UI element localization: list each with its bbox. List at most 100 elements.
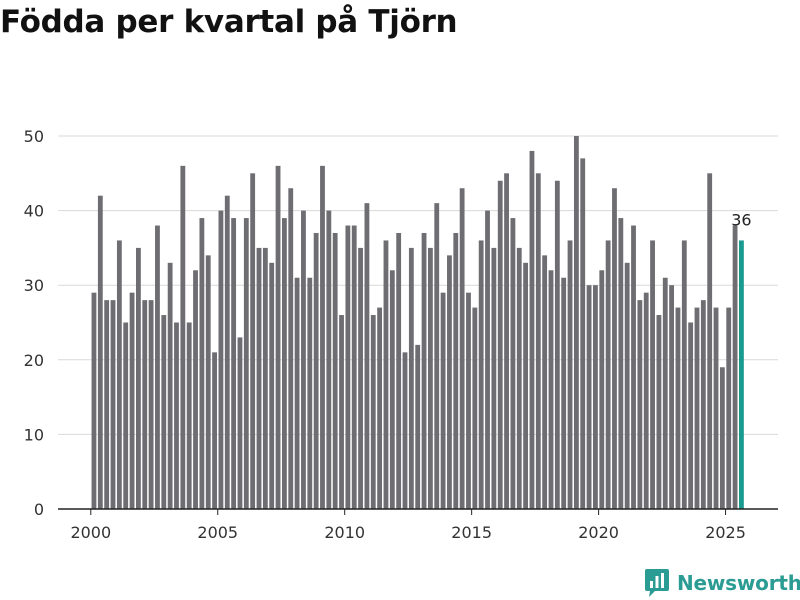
bar bbox=[332, 232, 338, 510]
bar bbox=[281, 218, 287, 509]
data-labels: 36 bbox=[731, 210, 751, 229]
bar bbox=[669, 285, 675, 509]
bar bbox=[497, 180, 503, 509]
bar bbox=[129, 292, 135, 509]
bar bbox=[567, 240, 573, 509]
bar bbox=[116, 240, 122, 509]
bar bbox=[599, 270, 605, 509]
bar bbox=[243, 218, 249, 509]
bar bbox=[199, 218, 205, 509]
bar bbox=[339, 315, 344, 509]
bar bbox=[427, 247, 433, 509]
bar bbox=[205, 255, 211, 509]
bar bbox=[408, 247, 414, 509]
x-tick-label: 2010 bbox=[324, 523, 365, 542]
bar bbox=[510, 218, 516, 509]
bar bbox=[618, 218, 624, 509]
x-tick-label: 2015 bbox=[451, 523, 492, 542]
bar bbox=[301, 210, 306, 509]
bars bbox=[91, 136, 744, 510]
axes: 0 10 20 30 40 50 2000 2005 2010 2015 2020 2025 bbox=[24, 127, 778, 542]
bar bbox=[142, 300, 148, 509]
bar bbox=[180, 165, 186, 509]
bar bbox=[548, 270, 554, 509]
bar bbox=[643, 292, 649, 509]
y-tick-label: 40 bbox=[24, 202, 44, 221]
y-tick-label: 30 bbox=[24, 276, 44, 295]
bar bbox=[593, 285, 598, 509]
bar bbox=[453, 232, 459, 510]
bar bbox=[218, 210, 224, 509]
bar bbox=[307, 277, 313, 509]
bar bbox=[97, 195, 103, 509]
y-tick-label: 0 bbox=[34, 500, 44, 519]
newsworthy-brand: Newsworthy bbox=[645, 569, 800, 597]
bar bbox=[269, 262, 275, 509]
bar bbox=[224, 195, 230, 509]
bar bbox=[447, 255, 452, 509]
bar bbox=[250, 173, 256, 510]
bar bbox=[402, 352, 408, 509]
bar bbox=[554, 180, 560, 509]
bar bbox=[294, 277, 300, 509]
data-label: 36 bbox=[731, 210, 751, 229]
bar bbox=[586, 285, 592, 509]
bar bbox=[110, 300, 116, 509]
bar bbox=[174, 322, 179, 509]
bar bbox=[351, 225, 357, 509]
bar bbox=[523, 262, 529, 509]
bar bbox=[719, 367, 725, 509]
bar bbox=[389, 270, 395, 509]
bar bbox=[681, 240, 687, 509]
bar bbox=[440, 292, 446, 509]
bar bbox=[631, 225, 636, 509]
bar bbox=[275, 165, 281, 509]
bar bbox=[370, 315, 376, 509]
bar bbox=[135, 247, 141, 509]
bar bbox=[656, 315, 662, 509]
bar bbox=[675, 307, 681, 509]
bar bbox=[573, 136, 579, 509]
bar bbox=[580, 158, 586, 509]
bar bbox=[377, 307, 383, 509]
bar bbox=[459, 188, 465, 509]
bar bbox=[256, 247, 262, 509]
bar bbox=[726, 307, 732, 509]
bar bbox=[161, 315, 167, 509]
bar bbox=[231, 218, 237, 509]
bar bbox=[529, 150, 535, 510]
bar bbox=[688, 322, 694, 509]
bar bbox=[345, 225, 351, 509]
bar bbox=[167, 262, 173, 509]
newsworthy-chart-bubble-icon bbox=[645, 569, 669, 597]
bar bbox=[383, 240, 389, 509]
bar bbox=[732, 225, 738, 509]
bar bbox=[650, 240, 655, 509]
bar bbox=[358, 247, 363, 509]
bar bbox=[326, 210, 332, 509]
bar bbox=[542, 255, 548, 509]
bar bbox=[434, 203, 440, 509]
bar bbox=[713, 307, 719, 509]
y-tick-label: 50 bbox=[24, 127, 44, 146]
bar bbox=[637, 300, 643, 509]
bar bbox=[148, 300, 154, 509]
bar bbox=[504, 173, 509, 510]
bar bbox=[212, 352, 217, 509]
bar bbox=[485, 210, 490, 509]
bar bbox=[561, 277, 567, 509]
brand-name: Newsworthy bbox=[677, 571, 800, 595]
bar bbox=[466, 292, 471, 509]
x-tick-label: 2005 bbox=[197, 523, 238, 542]
bar bbox=[155, 225, 160, 509]
bar bbox=[694, 307, 700, 509]
bar bbox=[700, 300, 706, 509]
bar bbox=[605, 240, 611, 509]
bar bbox=[478, 240, 484, 509]
bar bbox=[707, 173, 713, 510]
x-tick-label: 2020 bbox=[578, 523, 619, 542]
x-tick-label: 2025 bbox=[705, 523, 746, 542]
bar bbox=[104, 300, 110, 509]
bar-latest bbox=[739, 240, 744, 509]
